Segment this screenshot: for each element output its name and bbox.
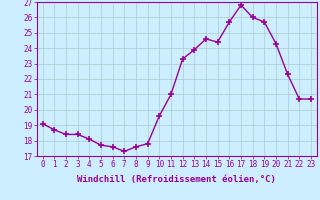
X-axis label: Windchill (Refroidissement éolien,°C): Windchill (Refroidissement éolien,°C) bbox=[77, 175, 276, 184]
